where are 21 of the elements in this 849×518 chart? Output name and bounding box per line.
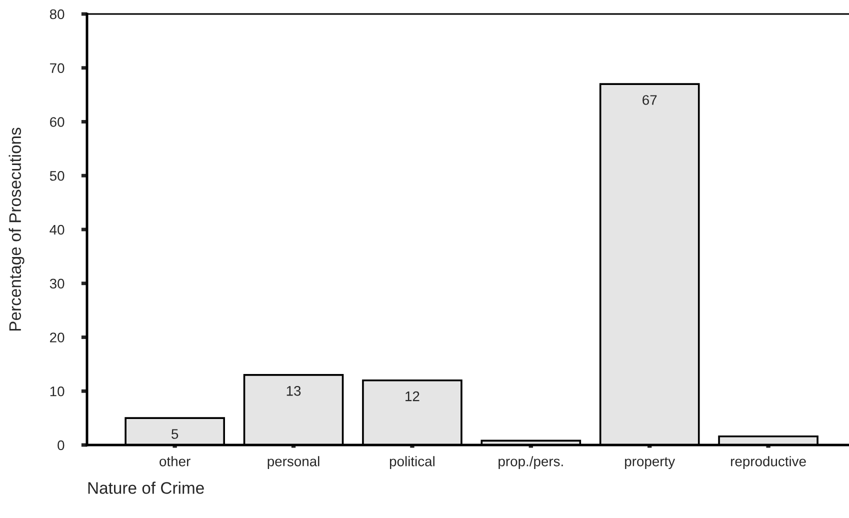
x-tick-label: personal — [268, 456, 320, 470]
y-tick-label: 20 — [50, 332, 64, 342]
x-tick-label: other — [160, 456, 190, 466]
y-tick-label: 70 — [50, 63, 64, 74]
x-tick-label: property — [625, 457, 676, 470]
y-tick-label: 0 — [58, 440, 64, 450]
x-tick-label: reproductive — [731, 456, 806, 470]
data-label: 5 — [172, 429, 178, 439]
y-tick-label: 60 — [50, 117, 64, 127]
x-tick-label: political — [390, 456, 434, 470]
y-tick-label: 80 — [50, 9, 64, 20]
y-tick-label: 30 — [50, 278, 64, 289]
y-tick-label: 10 — [50, 386, 64, 396]
x-axis-title: Nature of Crime — [88, 482, 204, 494]
x-tick-label: prop./pers. — [498, 456, 563, 470]
data-label: 13 — [286, 386, 301, 396]
y-tick-label: 40 — [50, 224, 64, 235]
y-axis-title: Percentage of Prosecutions — [8, 128, 24, 331]
y-tick-label: 50 — [50, 170, 64, 181]
data-label: 67 — [642, 95, 657, 105]
data-label: 12 — [406, 391, 420, 402]
